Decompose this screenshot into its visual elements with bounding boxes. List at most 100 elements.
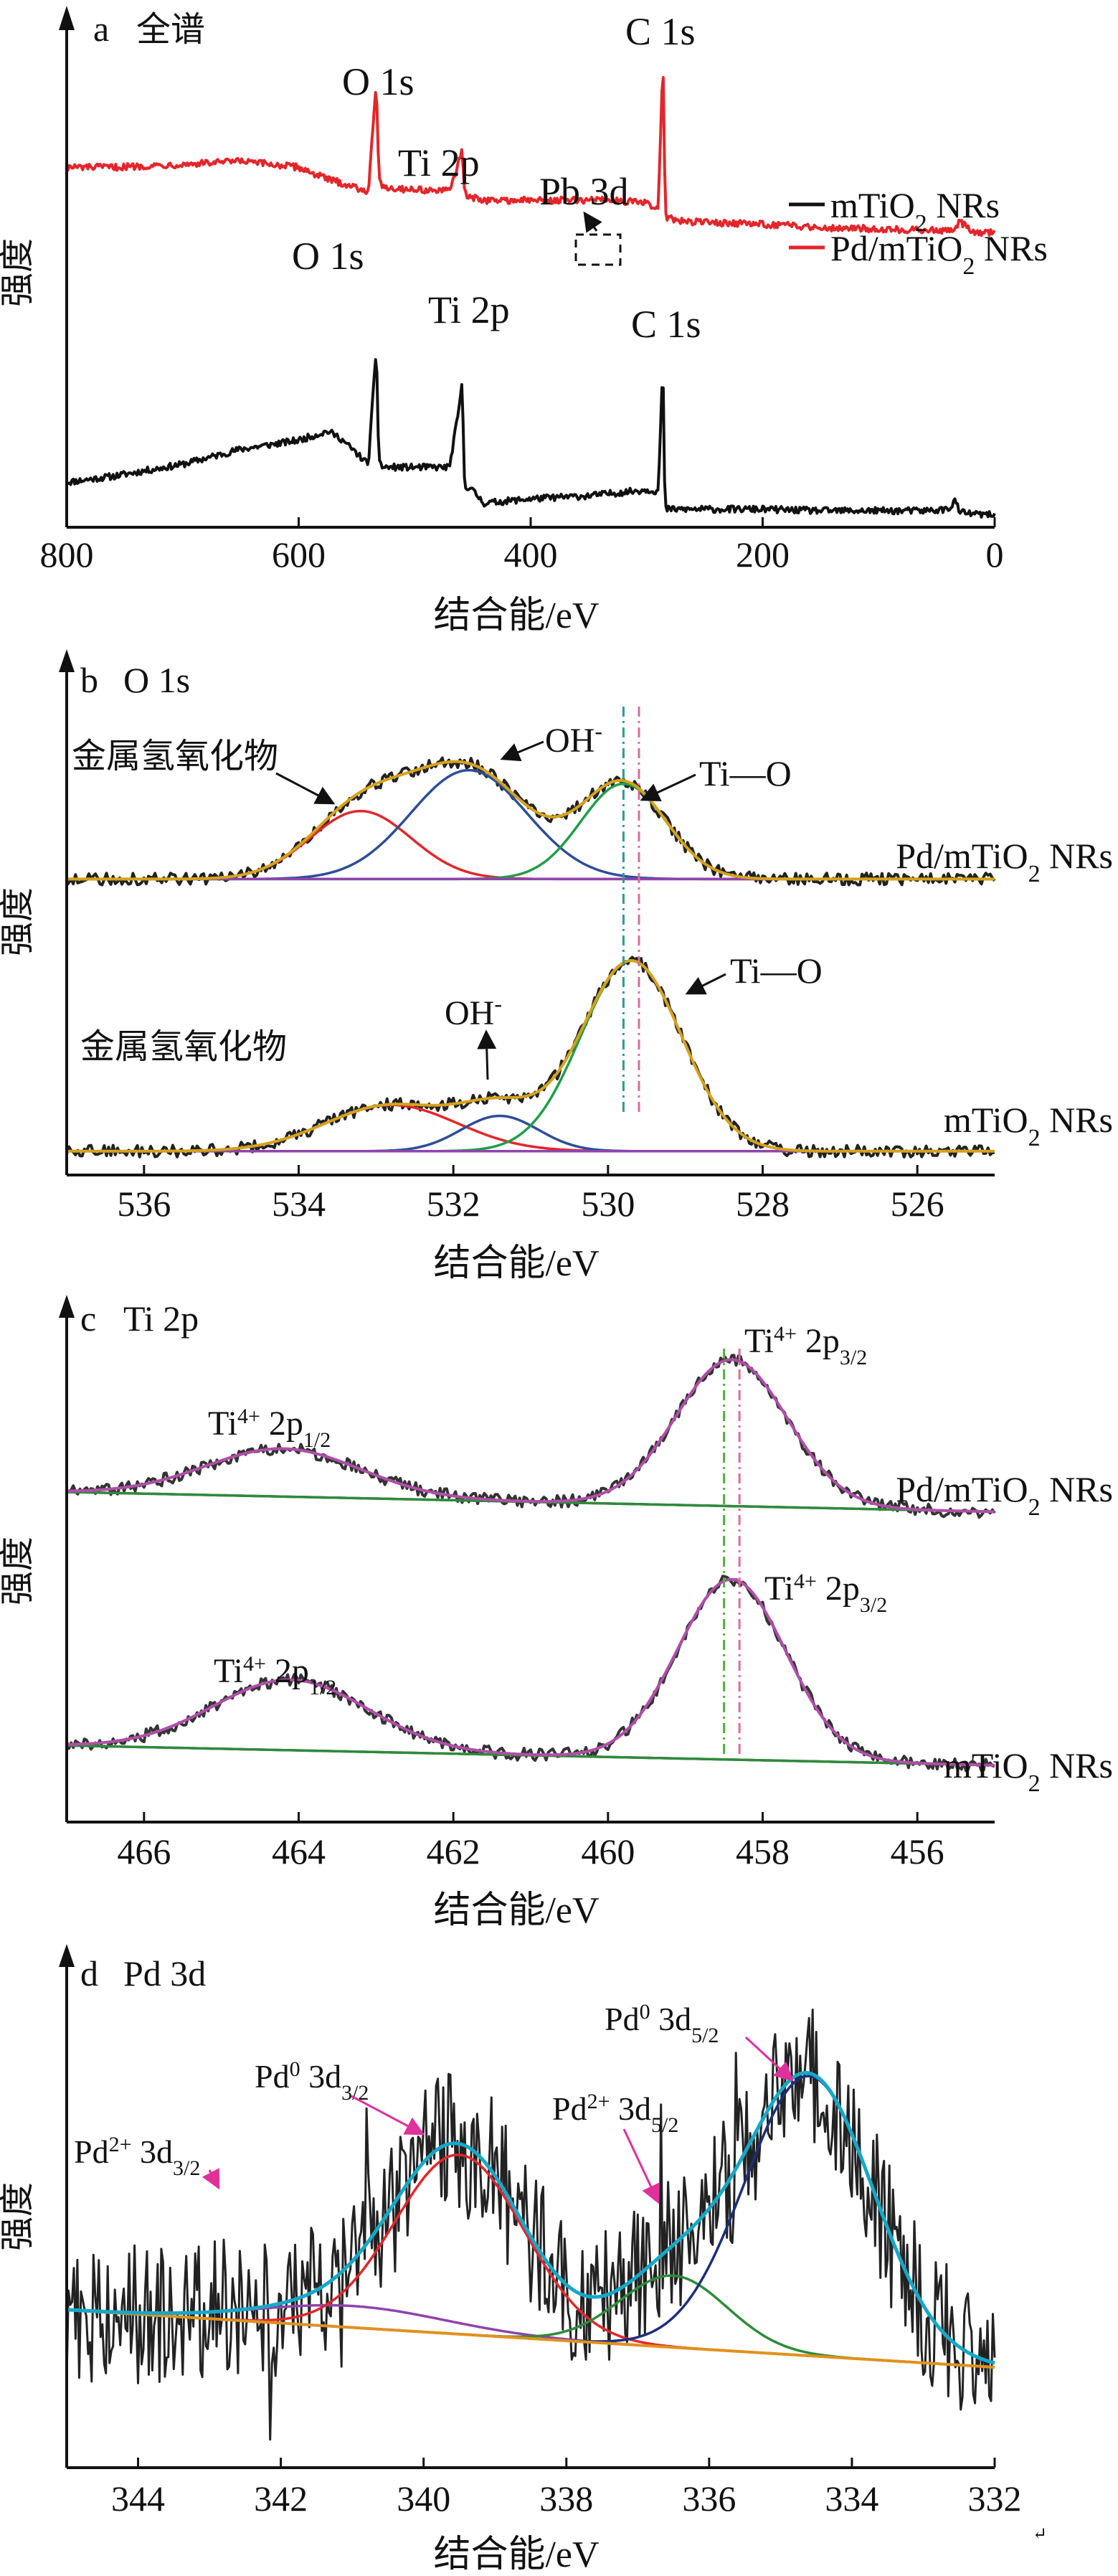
anno-a-black-ti2p: Ti 2p (428, 288, 510, 331)
panel-d-x-ticks: 344 342 340 338 336 334 332 (111, 2458, 1022, 2519)
envelope-line (66, 1577, 995, 1767)
x-tick-label: 342 (254, 2478, 308, 2519)
anno-a-black-c1s: C 1s (631, 303, 701, 346)
x-tick-label: 458 (736, 1831, 790, 1872)
legend-label-mtio2: mTiO2 NRs (830, 185, 1000, 237)
pb3d-dashed-box (574, 233, 622, 266)
x-tick-label: 526 (891, 1184, 944, 1224)
panel-c-title: Ti 2p (123, 1298, 199, 1339)
pb3d-arrow-icon (583, 211, 602, 233)
anno-d-pd2-3d32: Pd2+ 3d3/2 (74, 2133, 200, 2180)
panel-b-label: b (80, 660, 98, 700)
anno-a-red-o1s: O 1s (342, 60, 414, 103)
anno-c-top-ti2p12: Ti4+ 2p1/2 (208, 1405, 331, 1452)
panel-c-series (65, 1349, 996, 1773)
x-tick-label: 800 (40, 534, 94, 575)
panel-c-xlabel: 结合能/eV (433, 1890, 599, 1931)
anno-c-top-ti2p32: Ti4+ 2p3/2 (744, 1322, 867, 1369)
raw-data-line (65, 756, 996, 887)
envelope-line (66, 1358, 995, 1514)
component-line (67, 1103, 995, 1153)
label-c-mtio2: mTiO2 NRs (944, 1745, 1113, 1797)
x-tick-label: 462 (427, 1831, 480, 1872)
background-line (66, 2308, 995, 2369)
x-tick-label: 534 (272, 1184, 326, 1224)
anno-b-top-metal-hydroxide: 金属氢氧化物 (72, 737, 278, 775)
panel-a-series (65, 76, 996, 519)
anno-a-red-c1s: C 1s (625, 10, 696, 53)
anno-a-red-pb3d: Pb 3d (539, 170, 629, 213)
x-tick-label: 600 (272, 534, 326, 575)
arrow-b-bottom-tio-icon (685, 973, 726, 995)
panel-d-y-arrow-icon (59, 1944, 75, 1967)
envelope-line (67, 959, 995, 1153)
raw-data-line (65, 956, 995, 1159)
panel-b-series (65, 707, 996, 1159)
anno-b-top-tio: Ti—O (699, 753, 792, 793)
anno-c-bottom-ti2p12: Ti4+ 2p1/2 (214, 1652, 336, 1699)
anno-c-bottom-ti2p32: Ti4+ 2p3/2 (764, 1570, 887, 1617)
panel-d-series (65, 2009, 996, 2441)
envelope-line (67, 760, 995, 881)
x-tick-label: 200 (736, 534, 790, 575)
x-tick-label: 340 (397, 2478, 450, 2519)
x-tick-label: 338 (539, 2478, 593, 2519)
anno-a-red-ti2p: Ti 2p (398, 141, 480, 184)
anno-a-black-o1s: O 1s (292, 235, 364, 278)
x-tick-label: 532 (427, 1184, 480, 1224)
series-line-mtio2 (66, 358, 996, 519)
anno-b-bottom-oh: OH- (445, 991, 502, 1032)
envelope-line (66, 2071, 995, 2365)
anno-d-pd0-3d52: Pd0 3d5/2 (605, 2000, 719, 2047)
panel-b-ylabel: 强度 (0, 887, 37, 956)
label-c-pd-mtio2: Pd/mTiO2 NRs (896, 1469, 1113, 1521)
panel-a-title: 全谱 (136, 11, 205, 49)
panel-d-xlabel: 结合能/eV (433, 2534, 599, 2575)
label-b-pd-mtio2: Pd/mTiO2 NRs (896, 836, 1113, 887)
panel-c-x-ticks: 466 464 462 460 458 456 (117, 1812, 944, 1872)
anno-b-bottom-metal-hydroxide: 金属氢氧化物 (80, 1028, 287, 1066)
arrow-d-pd0-3d52-icon (744, 2036, 794, 2082)
anno-d-pd2-3d52: Pd2+ 3d5/2 (552, 2090, 678, 2137)
panel-c-ylabel: 强度 (0, 1537, 37, 1605)
panel-d-pd3d: d Pd 3d 强度 结合能/eV 344 342 340 338 336 334 332 … (0, 1944, 1022, 2575)
x-tick-label: 528 (736, 1184, 790, 1224)
arrow-d-pd2-3d52-icon (622, 2128, 660, 2204)
x-tick-label: 344 (111, 2478, 165, 2519)
panel-b-o1s: b O 1s 强度 结合能/eV 536 534 532 530 528 526 金属氢氧… (0, 649, 1113, 1284)
panel-b-x-ticks: 536 534 532 530 528 526 (117, 1165, 944, 1224)
x-tick-label: 530 (581, 1184, 635, 1224)
x-tick-label: 332 (968, 2478, 1022, 2519)
panel-d-label: d (80, 1953, 98, 1994)
x-tick-label: 0 (986, 534, 1004, 575)
arrow-b-bottom-oh-icon (477, 1029, 497, 1080)
arrow-d-pd2-3d32-icon (202, 2168, 220, 2190)
component-line (66, 1358, 995, 1514)
label-b-mtio2: mTiO2 NRs (944, 1100, 1113, 1151)
anno-b-bottom-tio: Ti—O (730, 950, 823, 991)
x-tick-label: 456 (891, 1831, 944, 1872)
x-tick-label: 334 (825, 2478, 878, 2519)
panel-a-y-arrow-icon (59, 6, 75, 30)
panel-a-x-ticks: 800 600 400 200 0 (40, 517, 1004, 575)
panel-a-xlabel: 结合能/eV (433, 595, 599, 636)
x-tick-label: 460 (581, 1831, 635, 1872)
panel-a-label: a (93, 9, 109, 49)
x-tick-label: 466 (117, 1831, 171, 1872)
x-tick-label: 536 (117, 1184, 171, 1224)
raw-data-line (65, 2009, 996, 2441)
arrow-b-top-oh-icon (500, 740, 544, 762)
panel-c-y-arrow-icon (59, 1295, 75, 1318)
raw-data-line (66, 1354, 996, 1519)
arrow-b-top-metal-hydroxide-icon (275, 772, 336, 805)
x-tick-label: 400 (504, 534, 558, 575)
arrow-b-top-tio-icon (640, 773, 696, 801)
panel-d-title: Pd 3d (123, 1953, 206, 1994)
panel-c-label: c (80, 1298, 96, 1339)
corner-mark: ↵ (1033, 2525, 1047, 2544)
component-line (67, 782, 995, 881)
legend-label-pd-mtio2: Pd/mTiO2 NRs (830, 228, 1048, 280)
component-line (67, 768, 995, 881)
x-tick-label: 464 (272, 1831, 326, 1872)
panel-c-ti2p: c Ti 2p 强度 结合能/eV 466 464 462 460 458 456 Ti4… (0, 1295, 1113, 1931)
